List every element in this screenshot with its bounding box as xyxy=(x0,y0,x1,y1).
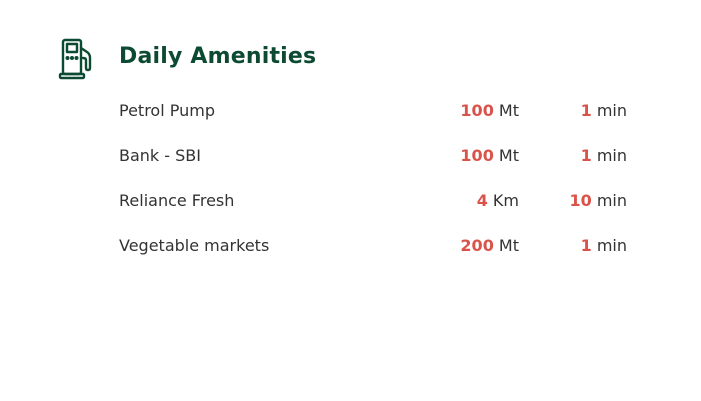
amenity-distance: 100 Mt xyxy=(460,146,519,165)
amenity-row: Bank - SBI 100 Mt 1 min xyxy=(119,146,629,170)
amenity-time: 1 min xyxy=(581,236,627,255)
amenity-time: 1 min xyxy=(581,146,627,165)
time-unit: min xyxy=(596,146,627,165)
distance-value: 4 xyxy=(476,191,488,210)
distance-unit: Mt xyxy=(498,146,519,165)
section-title: Daily Amenities xyxy=(119,44,317,69)
amenity-distance: 4 Km xyxy=(477,191,519,210)
amenity-name: Reliance Fresh xyxy=(119,191,235,210)
amenity-name: Bank - SBI xyxy=(119,146,201,165)
amenity-name: Petrol Pump xyxy=(119,101,215,120)
time-unit: min xyxy=(596,191,627,210)
amenity-row: Reliance Fresh 4 Km 10 min xyxy=(119,191,629,215)
distance-value: 100 xyxy=(460,146,494,165)
time-unit: min xyxy=(596,236,627,255)
fuel-pump-icon xyxy=(58,38,92,80)
distance-unit: Km xyxy=(492,191,519,210)
amenity-name: Vegetable markets xyxy=(119,236,270,255)
amenity-distance: 100 Mt xyxy=(460,101,519,120)
distance-value: 200 xyxy=(460,236,494,255)
time-unit: min xyxy=(596,101,627,120)
distance-value: 100 xyxy=(460,101,494,120)
amenity-time: 1 min xyxy=(581,101,627,120)
distance-unit: Mt xyxy=(498,236,519,255)
time-value: 10 xyxy=(569,191,592,210)
amenity-row: Vegetable markets 200 Mt 1 min xyxy=(119,236,629,260)
time-value: 1 xyxy=(580,236,592,255)
amenity-row: Petrol Pump 100 Mt 1 min xyxy=(119,101,629,125)
time-value: 1 xyxy=(580,101,592,120)
time-value: 1 xyxy=(580,146,592,165)
amenity-distance: 200 Mt xyxy=(460,236,519,255)
amenity-time: 10 min xyxy=(569,191,627,210)
distance-unit: Mt xyxy=(498,101,519,120)
